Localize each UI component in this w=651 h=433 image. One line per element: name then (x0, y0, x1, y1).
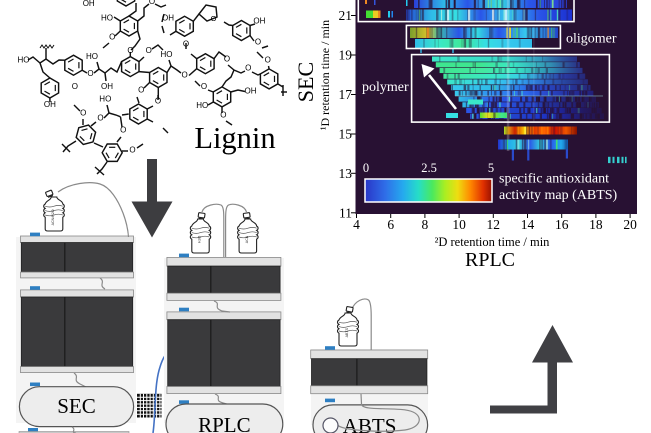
svg-text:O: O (109, 33, 115, 42)
svg-text:12: 12 (487, 217, 501, 232)
svg-text:16: 16 (555, 217, 569, 232)
svg-text:OH: OH (253, 17, 265, 26)
svg-text:2.5: 2.5 (421, 161, 437, 175)
svg-text:specific antioxidant: specific antioxidant (499, 172, 609, 187)
svg-text:Lignin: Lignin (194, 121, 275, 155)
svg-text:OH: OH (162, 14, 174, 23)
svg-text:4: 4 (353, 217, 360, 232)
svg-text:11: 11 (339, 205, 352, 220)
svg-text:O: O (181, 71, 187, 80)
svg-text:ACN: ACN (245, 235, 249, 243)
svg-text:O: O (245, 64, 251, 73)
svg-text:10: 10 (452, 217, 466, 232)
svg-text:ABTS: ABTS (345, 327, 349, 337)
svg-text:²D retention time / min: ²D retention time / min (435, 235, 551, 249)
svg-text:ACN/H2O: ACN/H2O (51, 209, 55, 225)
svg-text:20: 20 (623, 217, 637, 232)
svg-text:19: 19 (339, 48, 353, 63)
svg-text:polymer: polymer (362, 80, 409, 95)
svg-text:O: O (129, 146, 135, 155)
svg-text:O: O (183, 40, 189, 49)
svg-text:O: O (155, 97, 161, 106)
svg-text:HO: HO (196, 101, 208, 110)
svg-text:O: O (97, 114, 103, 123)
svg-text:OH: OH (245, 87, 257, 96)
svg-text:RPLC: RPLC (465, 249, 515, 271)
svg-text:SEC: SEC (293, 62, 318, 102)
svg-text:H2O: H2O (198, 236, 202, 244)
svg-text:O: O (149, 0, 155, 6)
svg-text:18: 18 (589, 217, 603, 232)
svg-text:0: 0 (363, 161, 369, 175)
svg-text:OH: OH (101, 82, 113, 91)
svg-text:O: O (220, 111, 226, 120)
svg-text:6: 6 (387, 217, 394, 232)
svg-text:ABTS: ABTS (343, 414, 397, 433)
svg-text:RPLC: RPLC (198, 413, 251, 433)
svg-text:OH: OH (44, 100, 56, 109)
svg-text:HO: HO (161, 50, 173, 59)
svg-text:13: 13 (339, 166, 353, 181)
svg-text:OH: OH (83, 0, 95, 8)
svg-text:HO: HO (101, 14, 113, 23)
svg-text:oligomer: oligomer (566, 32, 617, 47)
svg-text:O: O (87, 69, 93, 78)
svg-text:O: O (80, 109, 86, 118)
svg-text:21: 21 (339, 8, 353, 23)
svg-text:O: O (201, 82, 207, 91)
svg-text:O: O (120, 126, 126, 135)
svg-text:O: O (211, 14, 217, 23)
svg-text:O: O (138, 86, 144, 95)
svg-text:O: O (224, 55, 230, 64)
svg-text:O: O (265, 56, 271, 65)
svg-text:HO: HO (18, 56, 30, 65)
svg-text:O: O (255, 38, 261, 47)
svg-text:HO: HO (99, 95, 111, 104)
svg-text:5: 5 (488, 161, 494, 175)
svg-text:activity map (ABTS): activity map (ABTS) (499, 188, 618, 203)
svg-text:15: 15 (339, 127, 353, 142)
svg-text:O: O (127, 46, 133, 55)
svg-text:HO: HO (86, 52, 98, 61)
svg-text:17: 17 (339, 87, 353, 102)
svg-text:14: 14 (521, 217, 535, 232)
svg-text:SEC: SEC (57, 394, 96, 418)
svg-text:O: O (72, 82, 78, 91)
svg-text:O: O (146, 46, 152, 55)
svg-text:8: 8 (422, 217, 429, 232)
svg-text:¹D retention time / min: ¹D retention time / min (318, 20, 332, 130)
